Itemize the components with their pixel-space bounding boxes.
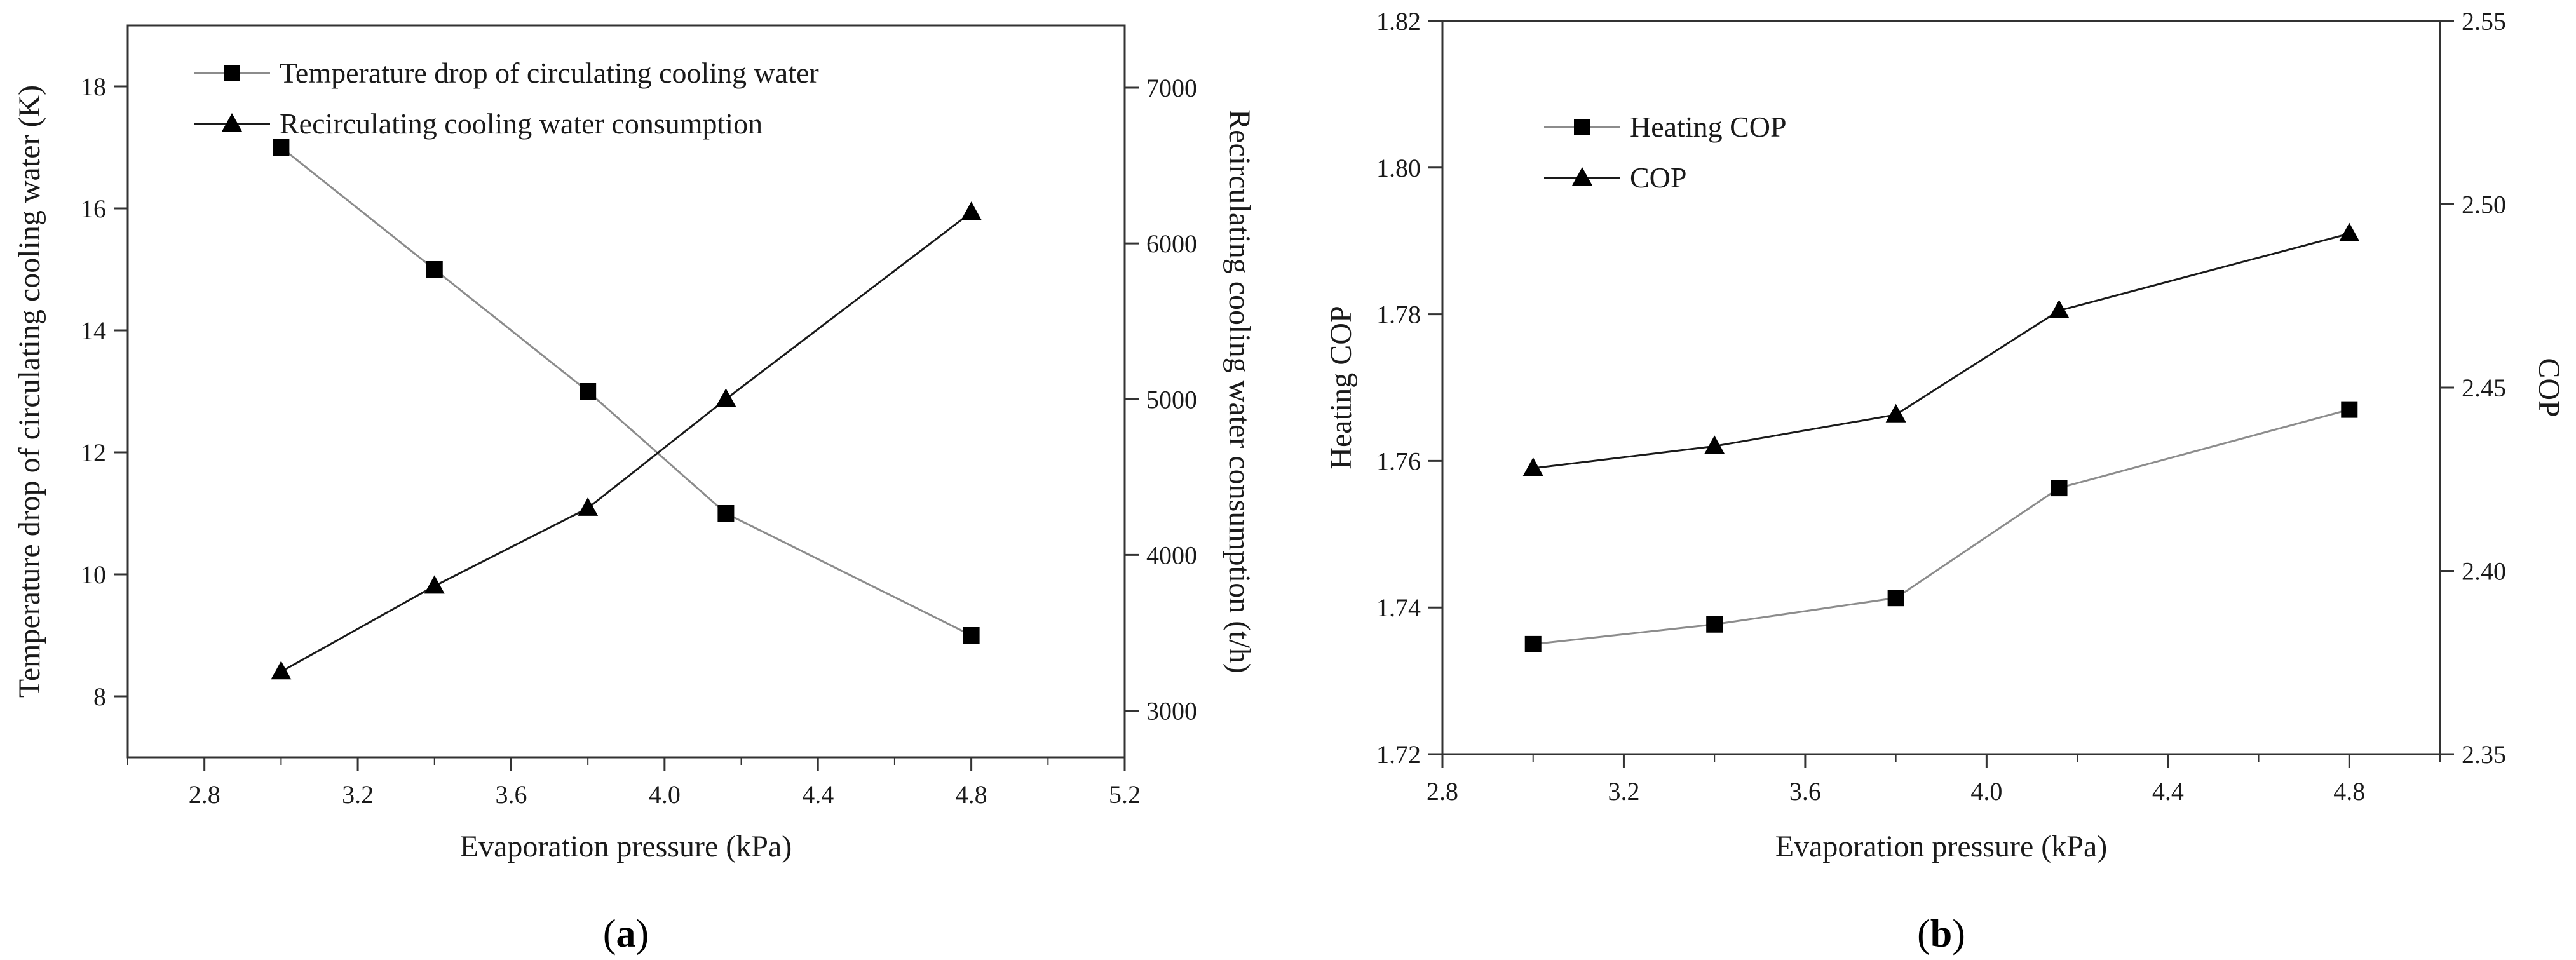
legend-marker-square bbox=[1574, 119, 1590, 135]
left-y-tick-label: 1.78 bbox=[1376, 301, 1421, 329]
right-y-tick-label: 4000 bbox=[1146, 541, 1197, 569]
series-line-2 bbox=[1533, 233, 2350, 470]
right-y-tick-label: 2.50 bbox=[2462, 191, 2506, 219]
legend-marker-triangle bbox=[222, 113, 242, 132]
right-y-tick-label: 6000 bbox=[1146, 229, 1197, 258]
panel-b-letter: b bbox=[1930, 912, 1952, 956]
x-tick-label: 3.6 bbox=[495, 780, 527, 809]
panel-b-x-axis-label: Evaporation pressure (kPa) bbox=[1775, 830, 2108, 863]
left-y-tick-label: 10 bbox=[81, 560, 106, 589]
left-y-tick-label: 14 bbox=[81, 316, 106, 345]
data-point-triangle bbox=[1704, 435, 1725, 454]
panel-a-left-axis-label: Temperature drop of circulating cooling … bbox=[13, 85, 46, 698]
series-line-1 bbox=[1533, 409, 2350, 646]
data-point-triangle bbox=[2049, 299, 2070, 318]
x-tick-label: 2.8 bbox=[189, 780, 220, 809]
x-tick-label: 3.2 bbox=[342, 780, 374, 809]
series-line-2 bbox=[280, 211, 972, 673]
panel-a-right-axis-label: Recirculating cooling water consumption … bbox=[1223, 109, 1256, 673]
data-point-triangle bbox=[1885, 403, 1906, 423]
right-y-tick-label: 5000 bbox=[1146, 385, 1197, 414]
data-point-square bbox=[273, 139, 290, 156]
panel-a-x-axis-label: Evaporation pressure (kPa) bbox=[460, 830, 792, 863]
right-y-tick-label: 2.55 bbox=[2462, 7, 2506, 36]
panel-b-right-axis-label: COP bbox=[2532, 358, 2566, 417]
data-point-square bbox=[963, 627, 980, 644]
data-point-triangle bbox=[271, 661, 292, 680]
panel-a-plot-frame bbox=[126, 24, 1126, 759]
right-y-tick-label: 3000 bbox=[1146, 696, 1197, 725]
legend-label: Temperature drop of circulating cooling … bbox=[280, 57, 819, 89]
x-tick-label: 4.0 bbox=[649, 780, 681, 809]
x-tick-label: 2.8 bbox=[1427, 777, 1458, 806]
x-tick-label: 5.2 bbox=[1109, 780, 1141, 809]
legend-marker-square bbox=[224, 65, 240, 81]
x-tick-label: 4.4 bbox=[2152, 777, 2184, 806]
left-y-tick-label: 1.72 bbox=[1376, 740, 1421, 769]
right-y-tick-label: 2.35 bbox=[2462, 740, 2506, 769]
x-tick-label: 4.8 bbox=[2333, 777, 2365, 806]
left-y-tick-label: 12 bbox=[81, 438, 106, 467]
x-tick-label: 3.2 bbox=[1608, 777, 1639, 806]
data-point-square bbox=[1706, 616, 1723, 633]
data-point-triangle bbox=[578, 497, 599, 516]
left-y-tick-label: 1.80 bbox=[1376, 154, 1421, 182]
panel-a-chart: 2.8 3.2 3.6 4.0 4.4 4.8 5.2 8 10 12 14 16 18 3000 40… bbox=[13, 24, 1256, 956]
legend-label: COP bbox=[1630, 161, 1686, 194]
left-y-tick-label: 1.76 bbox=[1376, 447, 1421, 475]
legend-label: Recirculating cooling water consumption bbox=[280, 107, 763, 140]
data-point-triangle bbox=[715, 388, 736, 407]
right-y-tick-label: 2.40 bbox=[2462, 557, 2506, 586]
data-point-square bbox=[717, 505, 735, 522]
data-point-triangle bbox=[424, 575, 445, 594]
data-point-triangle bbox=[2339, 222, 2360, 241]
data-point-square bbox=[1524, 635, 1542, 652]
right-y-tick-label: 7000 bbox=[1146, 74, 1197, 102]
legend-marker-triangle bbox=[1572, 167, 1592, 186]
series-line-1 bbox=[280, 146, 972, 637]
left-y-tick-label: 8 bbox=[93, 682, 106, 711]
x-tick-label: 3.6 bbox=[1789, 777, 1821, 806]
left-y-tick-label: 1.74 bbox=[1376, 593, 1421, 622]
panel-b-chart: 2.8 3.2 3.6 4.0 4.4 4.8 1.72 1.74 1.76 1.78 1.80 1… bbox=[1324, 7, 2566, 956]
x-tick-label: 4.4 bbox=[802, 780, 834, 809]
data-point-square bbox=[2051, 480, 2068, 497]
data-point-square bbox=[2341, 401, 2358, 418]
left-y-tick-label: 1.82 bbox=[1376, 7, 1421, 36]
panel-b-label: (b) bbox=[1917, 912, 1965, 956]
right-y-tick-label: 2.45 bbox=[2462, 374, 2506, 402]
data-point-triangle bbox=[1522, 457, 1543, 476]
panel-b-left-axis-label: Heating COP bbox=[1324, 306, 1358, 469]
data-point-triangle bbox=[961, 201, 982, 220]
data-point-square bbox=[1887, 590, 1904, 607]
data-point-square bbox=[580, 383, 597, 400]
data-point-square bbox=[426, 261, 443, 278]
legend-label: Heating COP bbox=[1630, 111, 1787, 143]
panel-a-label: (a) bbox=[603, 912, 649, 956]
x-tick-label: 4.8 bbox=[956, 780, 987, 809]
panel-a-letter: a bbox=[616, 912, 636, 956]
left-y-tick-label: 16 bbox=[81, 194, 106, 223]
x-tick-label: 4.0 bbox=[1970, 777, 2002, 806]
panel-b-plot-frame bbox=[1441, 20, 2441, 755]
left-y-tick-label: 18 bbox=[81, 72, 106, 101]
